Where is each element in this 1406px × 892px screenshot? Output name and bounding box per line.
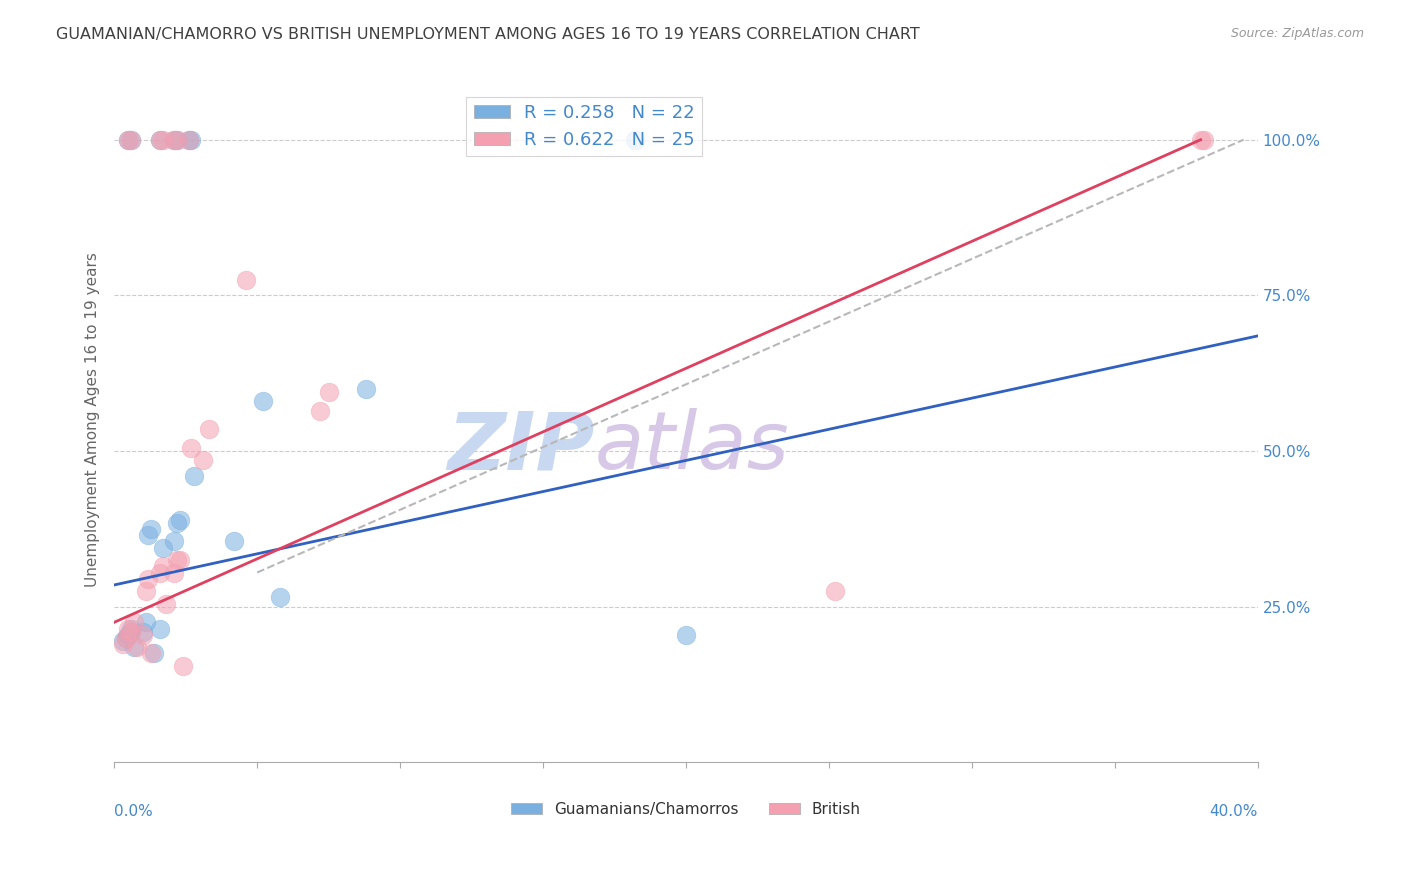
Point [166, 133, 188, 147]
Text: atlas: atlas [595, 409, 789, 486]
Text: Source: ZipAtlas.com: Source: ZipAtlas.com [1230, 27, 1364, 40]
Point [1192, 133, 1215, 147]
Point [149, 133, 172, 147]
Point [117, 133, 139, 147]
Point [166, 133, 188, 147]
Point [122, 615, 145, 630]
Point [114, 631, 136, 645]
Point [197, 422, 219, 436]
Point [125, 640, 148, 655]
Point [114, 631, 136, 645]
Point [354, 382, 377, 396]
Text: 0.0%: 0.0% [114, 804, 153, 819]
Point [675, 628, 697, 642]
Point [138, 572, 160, 586]
Point [183, 469, 205, 483]
Point [177, 133, 200, 147]
Point [166, 553, 188, 567]
Point [152, 133, 174, 147]
Point [169, 553, 191, 567]
Point [120, 622, 142, 636]
Point [141, 522, 163, 536]
Point [117, 133, 139, 147]
Point [120, 133, 142, 147]
Point [149, 566, 172, 580]
Point [180, 133, 202, 147]
Point [132, 624, 155, 639]
Point [141, 647, 163, 661]
Point [155, 597, 177, 611]
Point [318, 384, 340, 399]
Text: GUAMANIAN/CHAMORRO VS BRITISH UNEMPLOYMENT AMONG AGES 16 TO 19 YEARS CORRELATION: GUAMANIAN/CHAMORRO VS BRITISH UNEMPLOYME… [56, 27, 920, 42]
Point [163, 534, 186, 549]
Point [191, 453, 214, 467]
Point [138, 528, 160, 542]
Point [224, 534, 246, 549]
Point [824, 584, 846, 599]
Point [163, 133, 186, 147]
Point [111, 634, 134, 648]
Point [149, 133, 172, 147]
Point [152, 541, 174, 555]
Point [152, 559, 174, 574]
Point [132, 628, 155, 642]
Point [166, 516, 188, 530]
Point [163, 566, 186, 580]
Point [120, 624, 142, 639]
Point [172, 659, 194, 673]
Point [309, 403, 332, 417]
Point [120, 133, 142, 147]
Point [120, 624, 142, 639]
Point [143, 647, 166, 661]
Point [1189, 133, 1212, 147]
Point [122, 640, 145, 655]
Point [111, 637, 134, 651]
Point [135, 584, 157, 599]
Point [169, 512, 191, 526]
Point [180, 441, 202, 455]
Point [117, 628, 139, 642]
Point [252, 394, 274, 409]
Y-axis label: Unemployment Among Ages 16 to 19 years: Unemployment Among Ages 16 to 19 years [86, 252, 100, 587]
Point [623, 133, 645, 147]
Text: 40.0%: 40.0% [1209, 804, 1258, 819]
Text: ZIP: ZIP [447, 409, 595, 486]
Legend: Guamanians/Chamorros, British: Guamanians/Chamorros, British [505, 796, 868, 823]
Point [235, 273, 257, 287]
Point [149, 622, 172, 636]
Point [117, 622, 139, 636]
Point [177, 133, 200, 147]
Point [135, 615, 157, 630]
Point [163, 133, 186, 147]
Point [269, 591, 291, 605]
